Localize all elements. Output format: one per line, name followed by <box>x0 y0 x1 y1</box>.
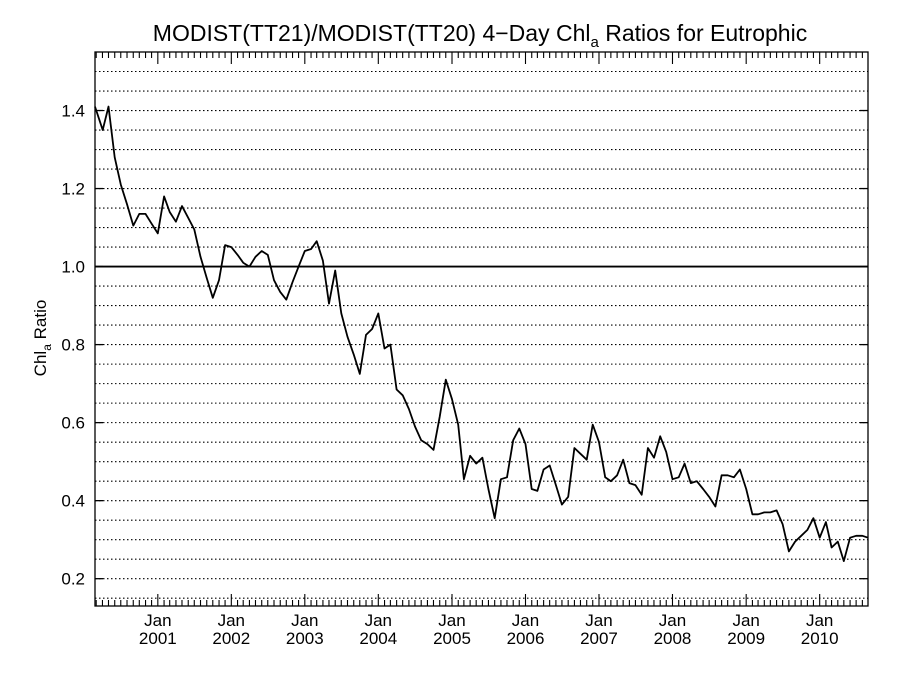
x-tick-label-month: Jan <box>218 611 245 630</box>
x-tick-label-month: Jan <box>732 611 759 630</box>
chart-title-subscript: a <box>590 34 599 51</box>
y-tick-label: 1.4 <box>61 102 85 121</box>
x-tick-label: Jan 2001 <box>139 611 177 648</box>
axis-ticks <box>95 52 868 606</box>
x-tick-label-month: Jan <box>659 611 686 630</box>
x-tick-label-month: Jan <box>144 611 171 630</box>
series-group <box>94 105 869 562</box>
y-tick-label: 0.4 <box>61 492 85 511</box>
x-tick-label: Jan 2006 <box>507 611 545 648</box>
x-tick-label: Jan 2009 <box>727 611 765 648</box>
x-tick-label-year: 2001 <box>139 629 177 648</box>
y-axis-label-subscript: a <box>40 344 54 351</box>
x-tick-label: Jan 2002 <box>212 611 250 648</box>
plot-frame <box>94 51 869 607</box>
chart-title-main: MODIST(TT21)/MODIST(TT20) 4−Day Chl <box>153 20 591 46</box>
y-tick-label: 1.0 <box>61 258 85 277</box>
y-tick-label: 1.2 <box>61 180 85 199</box>
x-tick-label-month: Jan <box>291 611 318 630</box>
x-tick-label-month: Jan <box>585 611 612 630</box>
grid-lines <box>95 70 868 599</box>
x-tick-label: Jan 2003 <box>286 611 324 648</box>
y-tick-label: 0.8 <box>61 336 85 355</box>
x-tick-label-year: 2008 <box>654 629 692 648</box>
x-tick-label-year: 2004 <box>359 629 397 648</box>
x-tick-label-year: 2010 <box>801 629 839 648</box>
x-tick-label: Jan 2004 <box>359 611 397 648</box>
y-tick-label: 0.2 <box>61 570 85 589</box>
x-tick-label: Jan 2010 <box>801 611 839 648</box>
x-tick-label-year: 2003 <box>286 629 324 648</box>
x-tick-label-year: 2005 <box>433 629 471 648</box>
x-tick-label-year: 2009 <box>727 629 765 648</box>
x-tick-label-month: Jan <box>365 611 392 630</box>
y-axis-label-suffix: Ratio <box>31 300 50 344</box>
series-line-0 <box>94 105 869 562</box>
y-axis-label-main: Chl <box>31 351 50 377</box>
x-tick-label-month: Jan <box>512 611 539 630</box>
x-tick-label-year: 2007 <box>580 629 618 648</box>
x-tick-label: Jan 2007 <box>580 611 618 648</box>
x-tick-label-month: Jan <box>438 611 465 630</box>
x-tick-label: Jan 2008 <box>654 611 692 648</box>
y-axis-label: Chla Ratio <box>31 300 54 377</box>
y-tick-labels: 0.2 0.4 0.6 0.8 1.0 1.2 1.4 <box>61 102 85 589</box>
x-tick-label-year: 2002 <box>212 629 250 648</box>
chart-title: MODIST(TT21)/MODIST(TT20) 4−Day Chla Rat… <box>153 20 807 51</box>
chart-title-suffix: Ratios for Eutrophic <box>599 20 807 46</box>
y-tick-label: 0.6 <box>61 414 85 433</box>
x-tick-label-year: 2006 <box>507 629 545 648</box>
x-tick-label-month: Jan <box>806 611 833 630</box>
x-tick-label: Jan 2005 <box>433 611 471 648</box>
